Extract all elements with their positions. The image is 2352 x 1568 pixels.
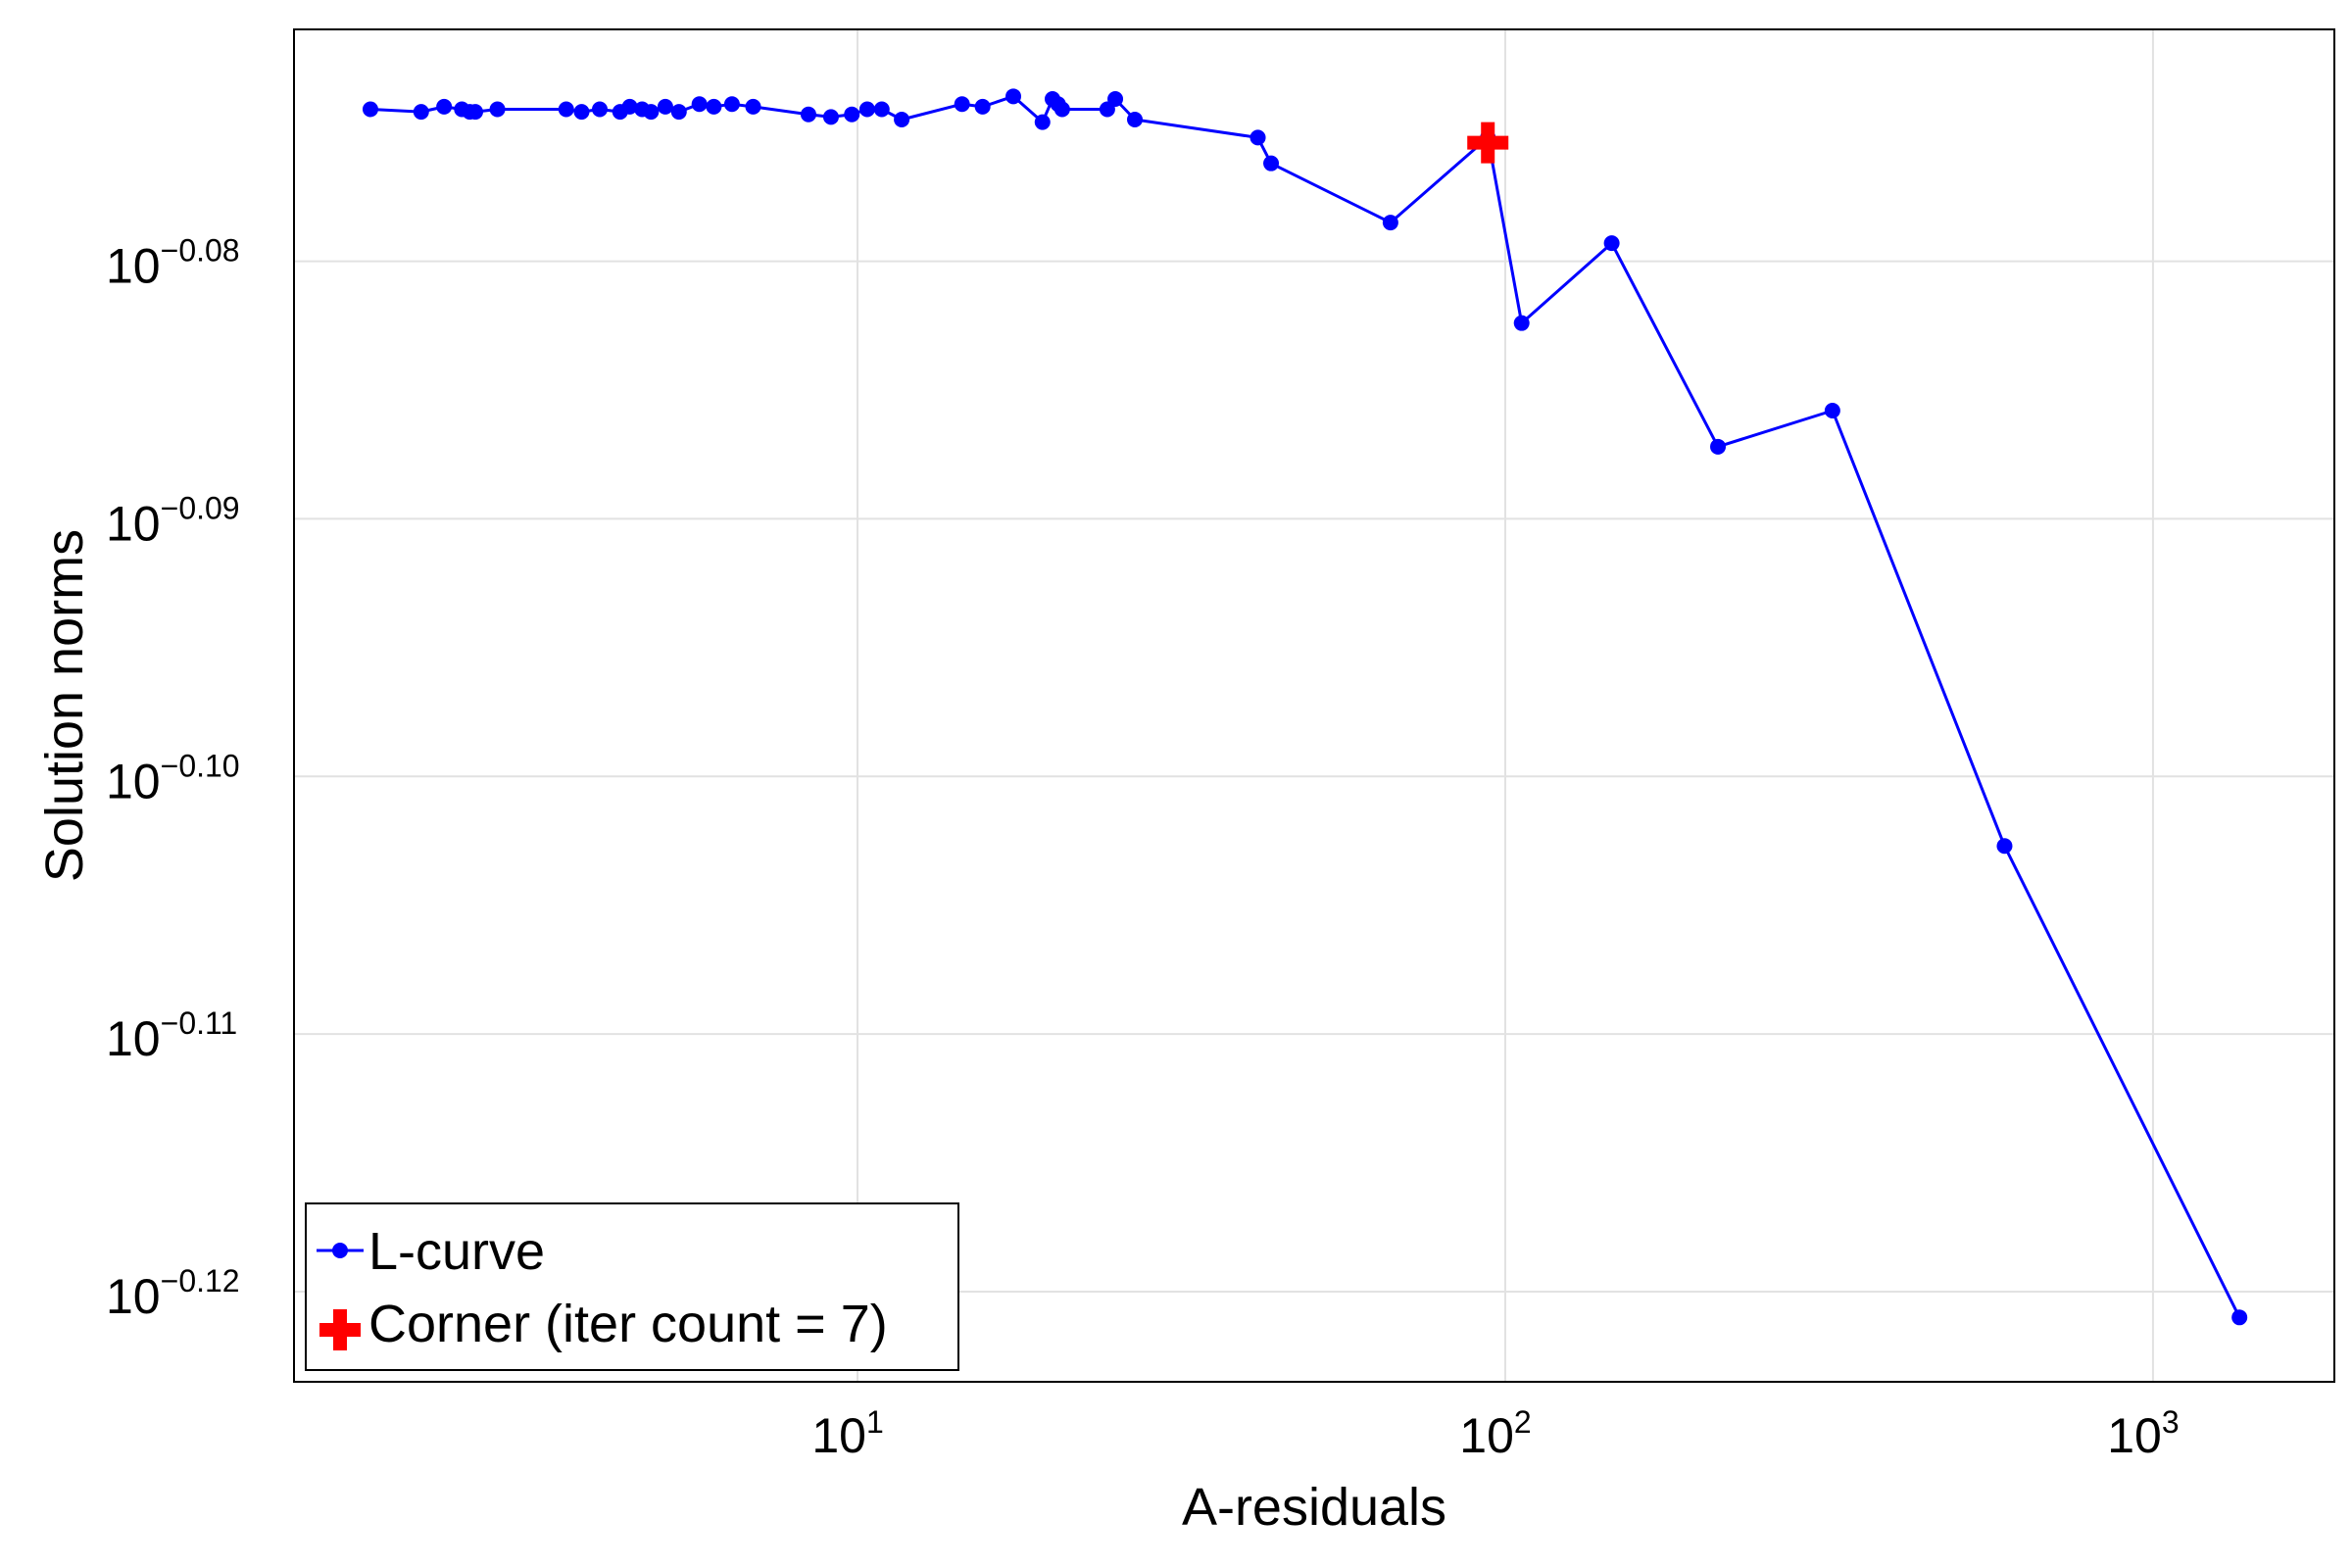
x-tick-exponent: 2: [1514, 1404, 1532, 1440]
l-curve-point: [1263, 155, 1280, 172]
x-tick-label: 102: [1459, 1404, 1531, 1463]
y-tick-label: 10−0.08: [106, 233, 240, 294]
y-tick-label: 10−0.12: [106, 1263, 240, 1324]
l-curve-point: [1710, 438, 1727, 455]
l-curve-point: [1127, 112, 1144, 127]
y-tick-label: 10−0.09: [106, 490, 240, 551]
x-tick-label: 101: [811, 1404, 883, 1463]
l-curve-point: [1044, 90, 1060, 107]
l-curve-point: [592, 101, 609, 118]
legend-entry-l-curve: L-curve: [368, 1222, 545, 1281]
x-tick-exponent: 3: [2162, 1404, 2180, 1440]
l-curve-point: [800, 106, 816, 122]
l-curve-point: [844, 106, 860, 122]
legend: L-curve Corner (iter count = 7): [305, 1202, 959, 1371]
l-curve-point: [691, 96, 708, 113]
y-tick-exponent: −0.08: [161, 233, 240, 269]
l-curve-point: [858, 101, 875, 118]
l-curve-point: [362, 101, 378, 118]
corner-marker: [1467, 122, 1509, 164]
l-curve-point: [1005, 88, 1022, 105]
l-curve-point: [706, 98, 722, 115]
l-curve-point: [1034, 114, 1051, 130]
y-tick-exponent: −0.10: [161, 748, 240, 783]
y-axis-label: Solution norms: [35, 529, 94, 882]
l-curve-point: [1824, 403, 1840, 419]
l-curve-point: [873, 101, 890, 118]
l-curve-point: [489, 101, 506, 118]
axis-ticks: 101 102 103 10−0.08 10−0.09 10−0.10 10−0.11 10−…: [106, 233, 2180, 1463]
l-curve-point: [612, 104, 628, 121]
l-curve-point: [558, 101, 574, 118]
legend-circle-swatch: [332, 1243, 348, 1258]
l-curve-point: [822, 109, 839, 125]
y-tick-exponent: −0.12: [161, 1263, 240, 1298]
l-curve-point: [1099, 101, 1115, 118]
y-tick-exponent: −0.11: [161, 1005, 238, 1041]
l-curve-point: [413, 104, 429, 121]
l-curve-point: [436, 98, 453, 115]
plot-frame: [293, 28, 2335, 1383]
l-curve-point: [954, 96, 970, 113]
l-curve-point: [670, 104, 687, 121]
y-tick-exponent: −0.09: [161, 490, 240, 525]
l-curve-point: [723, 96, 740, 113]
x-tick-exponent: 1: [866, 1404, 884, 1440]
l-curve-point: [974, 98, 991, 115]
l-curve-point: [894, 112, 910, 127]
y-tick-label: 10−0.11: [106, 1005, 237, 1066]
l-curve-point: [1250, 129, 1266, 146]
l-curve-point: [1513, 315, 1530, 331]
l-curve-point: [634, 101, 651, 118]
x-tick-label: 103: [2107, 1404, 2179, 1463]
l-curve-point: [745, 98, 761, 115]
legend-cross-swatch: [319, 1309, 361, 1350]
y-tick-label: 10−0.10: [106, 748, 240, 808]
l-curve-point: [1382, 215, 1398, 231]
l-curve-point: [454, 101, 470, 118]
l-curve-point: [2231, 1309, 2248, 1326]
l-curve-point: [1996, 838, 2013, 855]
plot-area: [362, 88, 2248, 1326]
l-curve-point: [657, 98, 673, 115]
l-curve-point: [573, 104, 590, 121]
legend-box: [305, 1202, 959, 1371]
legend-entry-corner: Corner (iter count = 7): [368, 1295, 888, 1353]
x-axis-label: A-residuals: [1182, 1478, 1446, 1537]
l-curve-point: [1603, 235, 1620, 252]
